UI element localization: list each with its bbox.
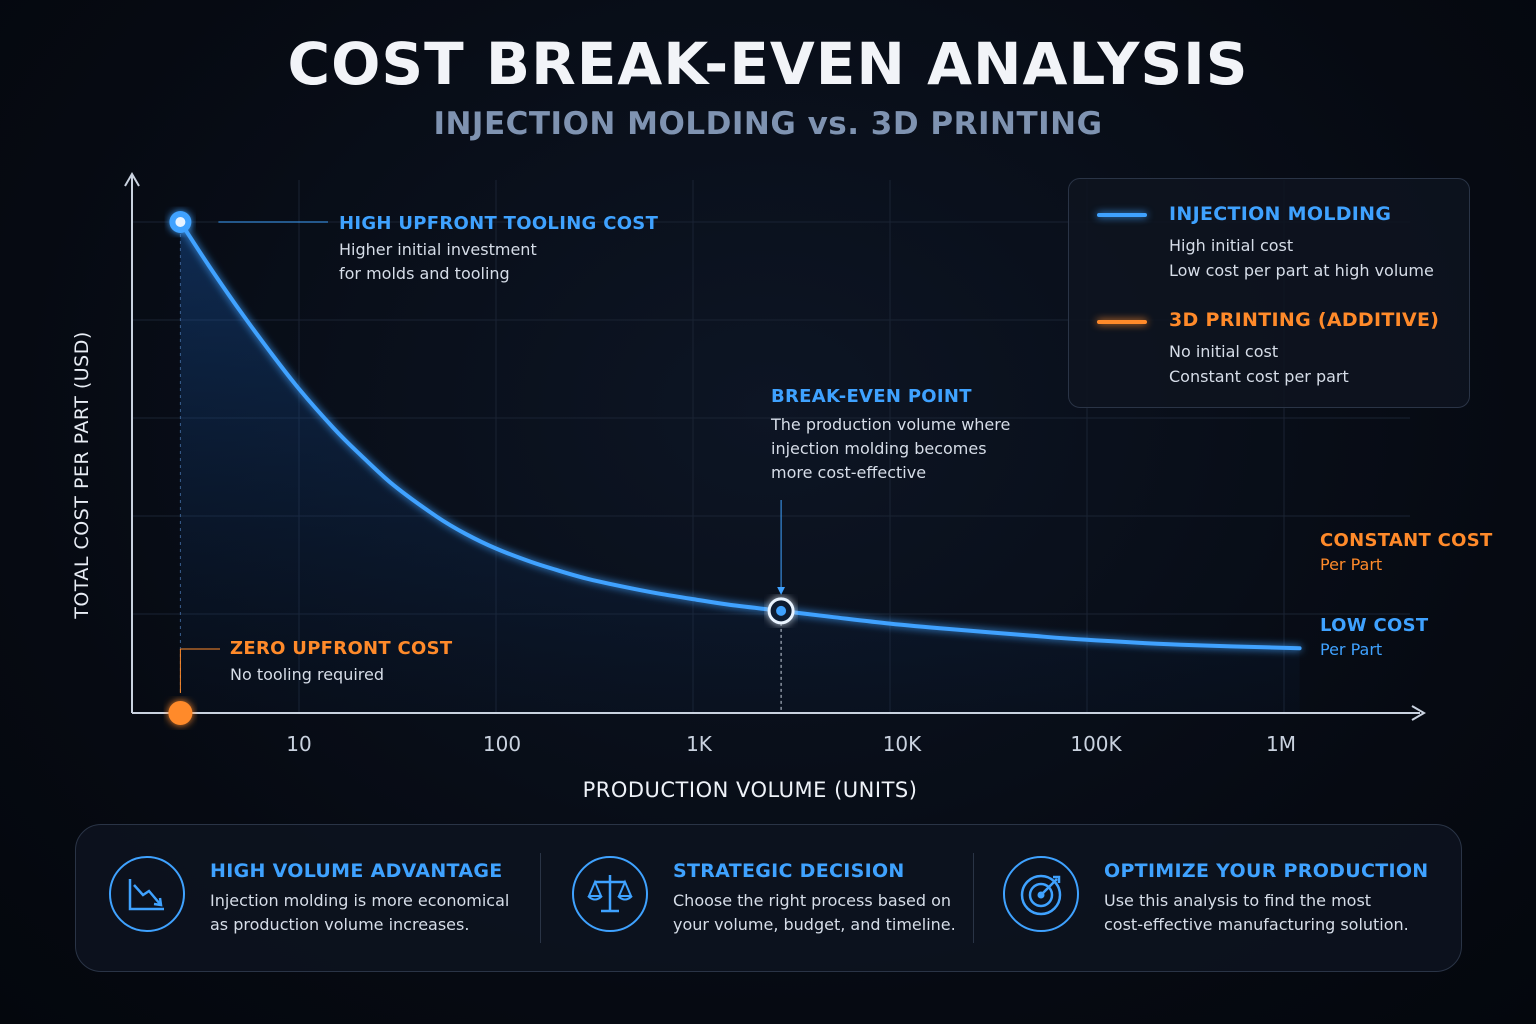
legend-desc-printing: Constant cost per part	[1169, 367, 1349, 386]
feature-title: HIGH VOLUME ADVANTAGE	[210, 860, 503, 882]
tooling-marker-core	[175, 217, 186, 227]
injection-area-fill	[180, 222, 1300, 713]
legend-desc-injection: Low cost per part at high volume	[1169, 261, 1434, 280]
annotation-low-sub: Per Part	[1320, 640, 1383, 659]
legend-title-printing: 3D PRINTING (ADDITIVE)	[1169, 309, 1440, 331]
chart-legend: INJECTION MOLDING High initial cost Low …	[1068, 178, 1470, 408]
y-axis-label: TOTAL COST PER PART (USD)	[71, 331, 93, 619]
legend-swatch-injection	[1097, 213, 1147, 217]
feature-desc-line: your volume, budget, and timeline.	[673, 915, 956, 934]
x-axis-arrow	[1411, 705, 1426, 721]
annotation-low-cost: LOW COST Per Part	[1320, 615, 1428, 662]
feature-desc: Choose the right process based on your v…	[673, 889, 956, 937]
zero-upfront-marker	[168, 701, 193, 725]
annotation-tooling: HIGH UPFRONT TOOLING COST Higher initial…	[339, 213, 658, 286]
x-tick-label: 1M	[1266, 732, 1296, 756]
marker-layer	[168, 211, 795, 725]
feature-high-volume: HIGH VOLUME ADVANTAGE Injection molding …	[108, 825, 548, 971]
feature-title: STRATEGIC DECISION	[673, 860, 905, 882]
annotation-tooling-title: HIGH UPFRONT TOOLING COST	[339, 213, 659, 234]
panel-divider	[540, 853, 541, 943]
x-tick-label: 1K	[686, 732, 712, 756]
annotation-tooling-line: Higher initial investment	[339, 240, 537, 259]
trend-down-icon	[109, 856, 185, 932]
feature-desc-line: cost-effective manufacturing solution.	[1104, 915, 1409, 934]
insights-panel: HIGH VOLUME ADVANTAGE Injection molding …	[75, 824, 1462, 972]
annotation-break-even-line: The production volume where	[771, 415, 1011, 434]
legend-desc-injection: High initial cost	[1169, 236, 1294, 255]
annotation-break-even: BREAK-EVEN POINT The production volume w…	[771, 386, 1010, 485]
feature-desc: Injection molding is more economical as …	[210, 889, 509, 937]
legend-desc-printing: No initial cost	[1169, 342, 1279, 361]
annotation-constant-cost: CONSTANT COST Per Part	[1320, 530, 1493, 577]
annotation-constant-title: CONSTANT COST	[1320, 530, 1493, 551]
feature-title: OPTIMIZE YOUR PRODUCTION	[1104, 860, 1429, 882]
annotation-zero-upfront-line: No tooling required	[230, 665, 385, 684]
x-tick-label: 10	[286, 732, 312, 756]
annotation-zero-upfront-title: ZERO UPFRONT COST	[230, 638, 453, 659]
feature-optimize: OPTIMIZE YOUR PRODUCTION Use this analys…	[1002, 825, 1442, 971]
chart-guides	[179, 221, 786, 713]
feature-desc-line: Injection molding is more economical	[210, 891, 510, 910]
feature-desc-line: Use this analysis to find the most	[1104, 891, 1372, 910]
legend-title-injection: INJECTION MOLDING	[1169, 203, 1392, 225]
series-line-injection	[178, 220, 1302, 651]
chart-axes	[124, 172, 1426, 721]
y-axis-arrow	[124, 172, 140, 187]
feature-strategic: STRATEGIC DECISION Choose the right proc…	[571, 825, 991, 971]
page-subtitle: INJECTION MOLDING vs. 3D PRINTING	[433, 106, 1103, 142]
annotation-tooling-line: for molds and tooling	[339, 264, 510, 283]
annotation-break-even-line: injection molding becomes	[771, 439, 987, 458]
annotation-break-even-line: more cost-effective	[771, 463, 927, 482]
annotation-zero-upfront: ZERO UPFRONT COST No tooling required	[230, 638, 453, 687]
panel-divider	[973, 853, 974, 943]
x-tick-label: 100K	[1070, 732, 1122, 756]
target-icon	[1003, 856, 1079, 932]
page-title: COST BREAK-EVEN ANALYSIS	[287, 30, 1249, 98]
scales-icon	[572, 856, 648, 932]
feature-desc-line: as production volume increases.	[210, 915, 470, 934]
annotation-low-title: LOW COST	[1320, 615, 1429, 636]
annotation-break-even-title: BREAK-EVEN POINT	[771, 386, 972, 407]
x-tick-label: 10K	[882, 732, 922, 756]
feature-desc: Use this analysis to find the most cost-…	[1104, 889, 1409, 937]
legend-swatch-printing	[1097, 320, 1147, 324]
x-axis-label: PRODUCTION VOLUME (UNITS)	[582, 778, 918, 802]
x-tick-label: 100	[482, 732, 522, 756]
break-even-marker-core	[776, 605, 787, 616]
feature-desc-line: Choose the right process based on	[673, 891, 952, 910]
series-layer	[132, 220, 1302, 651]
annotation-constant-sub: Per Part	[1320, 555, 1383, 574]
